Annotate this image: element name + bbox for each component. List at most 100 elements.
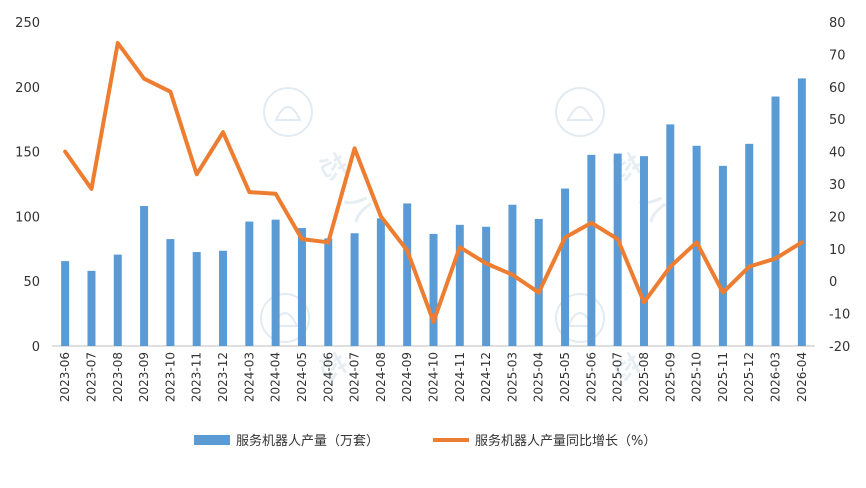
line-point	[380, 215, 382, 217]
bar	[324, 238, 333, 346]
left-tick-label: 150	[15, 146, 40, 161]
x-tick-label: 2025-05	[558, 352, 572, 402]
bar	[61, 261, 70, 346]
right-tick-label: 10	[829, 243, 846, 258]
right-tick-label: 60	[829, 81, 846, 96]
line-point	[669, 266, 671, 268]
left-tick-label: 0	[32, 340, 40, 355]
x-tick-label: 2025-10	[690, 352, 704, 402]
right-axis: -20 -10 0 10 20 30 40 50 60 70 80	[829, 16, 850, 355]
bar	[482, 226, 491, 346]
x-tick-label: 2023-10	[163, 352, 177, 402]
bar	[718, 165, 727, 346]
right-tick-label: -10	[829, 308, 850, 323]
x-tick-label: 2025-08	[637, 352, 651, 402]
x-tick-label: 2024-12	[479, 352, 493, 402]
x-tick-label: 2024-07	[348, 352, 362, 402]
x-tick-label: 2026-04	[795, 352, 809, 402]
bar	[113, 254, 122, 346]
line-point	[301, 238, 303, 240]
line-point	[511, 274, 513, 276]
x-tick-label: 2024-04	[269, 352, 283, 402]
bar	[639, 156, 648, 346]
x-tick-label: 2024-10	[427, 352, 441, 402]
line-point	[748, 266, 750, 268]
x-tick-label: 2025-11	[716, 352, 730, 402]
bar	[166, 239, 175, 346]
bar	[297, 228, 306, 346]
watermark-logo-icon	[555, 87, 605, 137]
bar	[771, 96, 780, 347]
x-tick-label: 2025-12	[742, 352, 756, 402]
right-tick-label: 70	[829, 48, 846, 63]
bar	[561, 188, 570, 346]
right-tick-label: -20	[829, 340, 850, 355]
line-point	[564, 236, 566, 238]
bar	[350, 233, 359, 346]
bar	[87, 270, 96, 346]
line-point	[275, 193, 277, 195]
bar	[219, 250, 228, 346]
svg-text:芯: 芯	[606, 149, 645, 187]
line-point	[406, 249, 408, 251]
x-tick-label: 2026-03	[769, 352, 783, 402]
x-tick-label: 2025-06	[584, 352, 598, 402]
x-tick-label: 2024-09	[400, 352, 414, 402]
line-point	[327, 241, 329, 243]
bar	[745, 143, 754, 346]
right-tick-label: 30	[829, 178, 846, 193]
legend-bar-swatch	[194, 435, 230, 445]
bar	[245, 221, 254, 346]
x-tick-label: 2025-09	[663, 352, 677, 402]
x-tick-label: 2023-09	[137, 352, 151, 402]
bar	[271, 219, 280, 346]
bar-series	[61, 78, 806, 347]
x-tick-label: 2023-06	[58, 352, 72, 402]
x-tick-label: 2023-12	[216, 352, 230, 402]
bar	[140, 206, 149, 346]
right-tick-label: 0	[829, 275, 837, 290]
line-point	[459, 246, 461, 248]
line-point	[538, 292, 540, 294]
left-axis: 0 50 100 150 200 250	[15, 16, 40, 355]
legend: 服务机器人产量（万套） 服务机器人产量同比增长（%）	[194, 433, 656, 449]
line-point	[617, 238, 619, 240]
x-axis: 2023-06 2023-07 2023-08 2023-09 2023-10 2023-…	[58, 352, 809, 402]
line-point	[169, 91, 171, 93]
x-tick-label: 2024-08	[374, 352, 388, 402]
line-point	[248, 191, 250, 193]
left-tick-label: 200	[15, 81, 40, 96]
right-tick-label: 40	[829, 146, 846, 161]
line-point	[775, 258, 777, 260]
x-tick-label: 2024-06	[321, 352, 335, 402]
line-point	[590, 222, 592, 224]
right-tick-label: 80	[829, 16, 846, 31]
line-point	[117, 42, 119, 44]
x-tick-label: 2023-08	[111, 352, 125, 402]
bar	[403, 203, 412, 346]
line-point	[222, 131, 224, 133]
x-tick-label: 2025-03	[505, 352, 519, 402]
line-series	[63, 41, 804, 324]
line-point	[722, 292, 724, 294]
x-tick-label: 2025-07	[611, 352, 625, 402]
line-point	[485, 262, 487, 264]
bar	[376, 218, 385, 346]
line-point	[64, 151, 66, 153]
bar	[797, 78, 806, 346]
x-tick-label: 2024-11	[453, 352, 467, 402]
bar	[613, 153, 622, 346]
bar	[455, 224, 464, 346]
line-point	[354, 147, 356, 149]
legend-bar-label: 服务机器人产量（万套）	[236, 433, 379, 449]
left-tick-label: 50	[23, 275, 40, 290]
line-point	[643, 301, 645, 303]
x-tick-label: 2023-07	[84, 352, 98, 402]
line-point	[143, 78, 145, 80]
line-point	[90, 188, 92, 190]
bar	[666, 124, 675, 346]
left-tick-label: 250	[15, 16, 40, 31]
bar	[587, 154, 596, 346]
x-tick-label: 2023-11	[190, 352, 204, 402]
